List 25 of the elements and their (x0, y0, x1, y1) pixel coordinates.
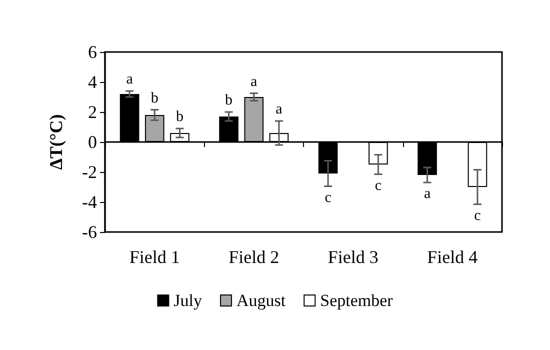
y-axis-title: ΔT(°C) (46, 114, 66, 170)
data-label: c (324, 190, 332, 206)
x-tick-label: Field 1 (129, 247, 180, 267)
y-tick-label: 4 (88, 72, 97, 92)
data-label: c (374, 178, 382, 194)
data-label: a (250, 74, 258, 90)
legend-label: July (174, 291, 203, 310)
y-tick-label: 6 (88, 42, 97, 62)
y-tick-label: -6 (82, 222, 97, 242)
data-label: a (126, 72, 134, 88)
data-label: c (474, 208, 482, 224)
legend-label: August (236, 291, 286, 310)
y-tick-label: 0 (88, 132, 97, 152)
data-label: b (225, 92, 233, 108)
data-label: b (150, 90, 158, 106)
x-tick-label: Field 3 (328, 247, 378, 267)
y-tick-label: 2 (88, 102, 97, 122)
x-tick-label: Field 4 (427, 247, 478, 267)
y-tick-label: -2 (82, 162, 97, 182)
x-tick-label: Field 2 (228, 247, 280, 267)
y-tick-label: -4 (82, 192, 97, 212)
legend-label: September (320, 291, 394, 310)
data-label: a (424, 186, 431, 202)
data-label: a (276, 102, 283, 118)
data-label: b (176, 109, 184, 125)
